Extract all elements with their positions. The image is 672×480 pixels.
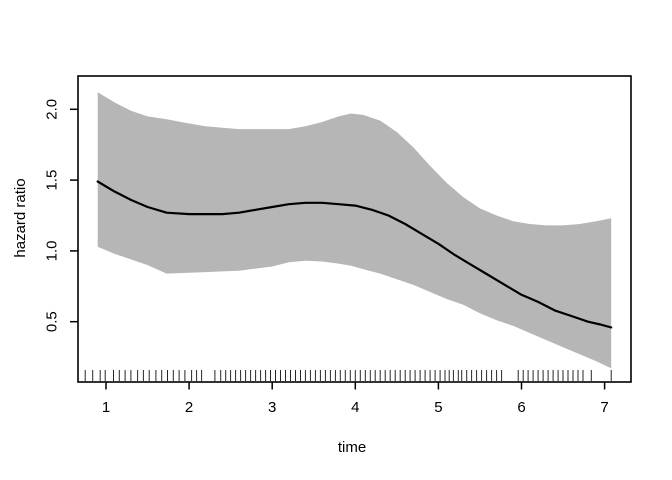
x-axis-tick-label: 3 — [268, 399, 276, 416]
hazard-ratio-curve — [96, 180, 613, 329]
x-axis-tick-label: 2 — [185, 399, 193, 416]
y-axis-tick-label: 2.0 — [44, 99, 61, 120]
plot-box — [77, 75, 632, 383]
x-axis-tick-label: 7 — [600, 399, 608, 416]
y-axis-tick-label: 1.5 — [44, 170, 61, 191]
x-axis-tick-label: 5 — [434, 399, 442, 416]
x-axis-tick-label: 6 — [517, 399, 525, 416]
x-axis-title: time — [338, 439, 366, 456]
chart-layer: 1 2 3 4 5 6 7 0.5 1.0 1.5 2.0 — [44, 75, 632, 416]
y-axis-tick-label: 0.5 — [44, 311, 61, 332]
y-axis-title: hazard ratio — [12, 178, 29, 257]
y-axis-tick-label: 1.0 — [44, 240, 61, 261]
x-axis-tick-label: 4 — [351, 399, 359, 416]
x-axis-tick-label: 1 — [102, 399, 110, 416]
confidence-band — [97, 92, 612, 369]
